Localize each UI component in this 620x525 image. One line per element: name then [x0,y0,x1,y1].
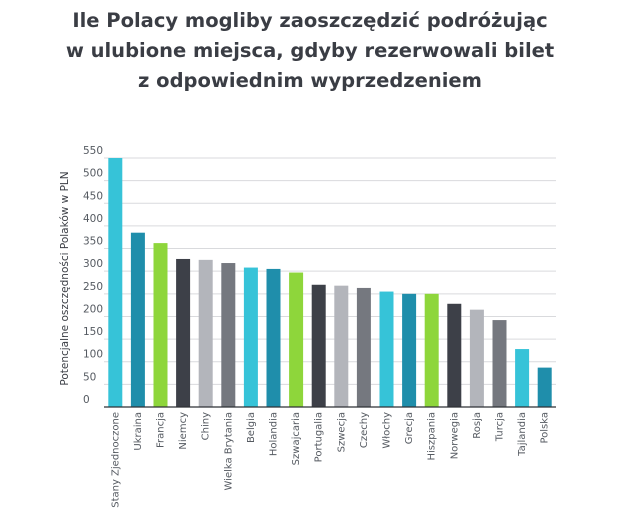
x-tick-label: Polska [540,412,551,444]
x-tick-label: Stany Zjednoczone [110,412,121,508]
y-axis-label: Potencjalne oszczędności Polaków w PLN [59,171,71,385]
y-tick-label: 200 [83,303,103,315]
bar [198,259,213,407]
y-tick-label: 500 [83,168,103,180]
chart-title-line-3: z odpowiednim wyprzedzeniem [138,69,482,92]
bar [356,287,371,407]
x-tick-label: Holandia [269,412,280,456]
x-tick-label: Wielka Brytania [223,412,234,490]
bar [379,291,394,407]
x-tick-label: Norwegia [449,412,460,459]
x-tick-label: Rosja [472,412,483,439]
x-tick-label: Czechy [359,412,370,448]
x-tick-label: Tajlandia [517,412,528,457]
bar [311,284,326,407]
x-tick-label: Portugalia [314,412,325,462]
x-tick-label: Turcja [495,412,506,442]
bar [537,367,552,407]
bar [469,309,484,407]
x-tick-label: Szwecja [336,412,347,452]
chart-title-line-1: Ile Polacy mogliby zaoszczędzić podróżuj… [72,9,548,32]
y-tick-label: 350 [83,236,103,248]
bar [402,293,417,407]
bar [243,267,258,407]
y-tick-label: 550 [83,145,103,157]
y-tick-label: 250 [83,281,103,293]
grid-lines [104,157,556,385]
bar [289,272,304,407]
x-tick-label: Hiszpania [427,412,438,460]
bar [447,303,462,407]
x-tick-label: Belgia [246,412,257,443]
bar [108,158,123,407]
x-tick-label: Ukraina [133,412,144,451]
y-tick-label: 50 [83,371,96,383]
bar [424,293,439,407]
bar [515,349,530,407]
bar [130,232,145,407]
x-tick-label: Francja [156,412,167,448]
x-tick-label: Włochy [382,412,393,449]
chart-title: Ile Polacy mogliby zaoszczędzić podróżuj… [0,6,620,96]
y-tick-label: 300 [83,258,103,270]
x-tick-label: Niemcy [178,412,189,450]
y-tick-label: 450 [83,190,103,202]
bar [221,263,236,407]
bar [266,268,281,407]
bars [108,158,552,407]
chart-title-line-2: w ulubione miejsca, gdyby rezerwowali bi… [65,39,555,62]
bar [334,285,349,407]
y-tick-label: 0 [83,394,90,406]
y-tick-label: 150 [83,326,103,338]
x-tick-label: Szwajcaria [291,412,302,465]
y-tick-labels: 0 50 100 150 200 250 300 350 400 450 500 550 [83,145,103,406]
x-tick-label: Grecja [404,412,415,444]
y-tick-label: 100 [83,349,103,361]
x-tick-labels: Stany Zjednoczone Ukraina Francja Niemcy Chi… [110,412,550,508]
y-tick-label: 400 [83,213,103,225]
bar [176,258,191,407]
bar [153,243,168,407]
bar [492,320,507,407]
x-tick-label: Chiny [201,412,212,440]
